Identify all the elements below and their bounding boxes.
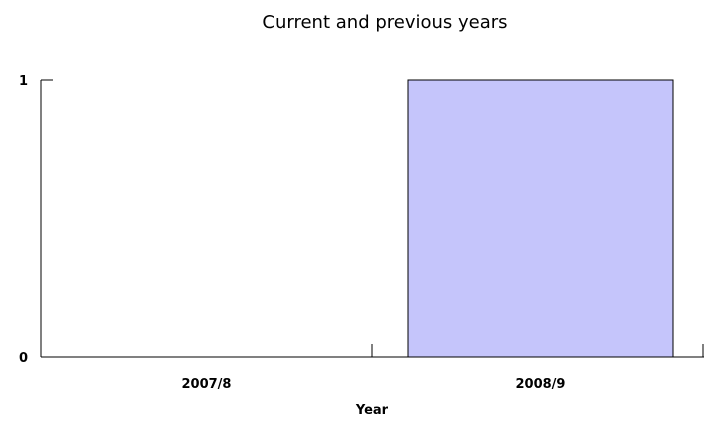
y-tick-label-0: 0 (19, 351, 28, 366)
x-tick-label-2007-8: 2007/8 (182, 377, 232, 392)
x-tick-label-2008-9: 2008/9 (516, 377, 566, 392)
x-axis-title: Year (355, 403, 389, 418)
bar-2008-9 (407, 79, 674, 358)
tick-labels-layer: 0 1 2007/8 2008/9 (19, 74, 566, 392)
y-tick-label-1: 1 (19, 74, 28, 89)
axes-layer (40, 79, 704, 358)
bars-layer (407, 79, 674, 358)
chart-title: Current and previous years (262, 12, 507, 33)
